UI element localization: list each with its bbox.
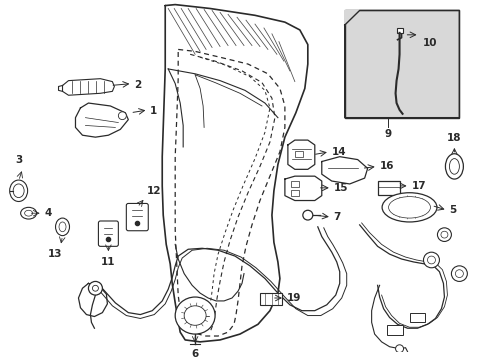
Ellipse shape (445, 154, 463, 179)
Bar (260, 293, 281, 305)
Ellipse shape (24, 210, 33, 216)
Circle shape (302, 210, 312, 220)
Bar (396, 28, 402, 33)
Bar (344, 10, 458, 118)
Text: 2: 2 (134, 80, 141, 90)
Bar (377, 181, 399, 195)
Bar (290, 190, 298, 195)
Text: 10: 10 (422, 38, 436, 48)
Text: 15: 15 (333, 183, 347, 193)
Text: 5: 5 (448, 205, 456, 215)
Circle shape (92, 285, 98, 291)
Text: 11: 11 (101, 257, 115, 267)
Ellipse shape (175, 297, 215, 334)
Text: 18: 18 (446, 133, 461, 143)
Text: 12: 12 (147, 186, 162, 195)
Text: 19: 19 (286, 293, 301, 303)
Circle shape (88, 282, 102, 295)
Circle shape (437, 228, 450, 242)
Circle shape (427, 256, 435, 264)
Text: 14: 14 (331, 147, 346, 157)
Circle shape (454, 270, 463, 278)
Ellipse shape (381, 193, 436, 222)
Polygon shape (287, 140, 314, 169)
Polygon shape (344, 10, 359, 25)
Text: 1: 1 (150, 106, 157, 116)
Ellipse shape (56, 218, 69, 235)
Circle shape (423, 252, 439, 268)
Ellipse shape (13, 184, 24, 198)
Circle shape (395, 345, 403, 352)
Circle shape (440, 231, 447, 238)
Circle shape (450, 266, 467, 282)
Polygon shape (75, 103, 128, 137)
Ellipse shape (448, 159, 458, 174)
Text: 17: 17 (411, 181, 425, 191)
Ellipse shape (20, 207, 37, 219)
Bar (290, 181, 298, 187)
Text: 3: 3 (15, 156, 22, 166)
Polygon shape (321, 157, 367, 184)
Ellipse shape (184, 306, 205, 325)
Polygon shape (62, 79, 114, 95)
Ellipse shape (59, 222, 66, 232)
Text: 4: 4 (44, 208, 52, 218)
Bar (294, 151, 302, 157)
Ellipse shape (388, 197, 429, 218)
Polygon shape (285, 176, 321, 201)
Ellipse shape (10, 180, 27, 202)
Text: 6: 6 (191, 349, 198, 359)
Text: 7: 7 (333, 212, 341, 222)
FancyBboxPatch shape (98, 221, 118, 246)
Circle shape (118, 112, 126, 120)
Text: 13: 13 (48, 249, 62, 259)
Text: 16: 16 (379, 161, 393, 171)
Text: 9: 9 (383, 129, 390, 139)
Bar (408, 312, 425, 322)
Bar (386, 325, 402, 335)
FancyBboxPatch shape (126, 203, 148, 231)
